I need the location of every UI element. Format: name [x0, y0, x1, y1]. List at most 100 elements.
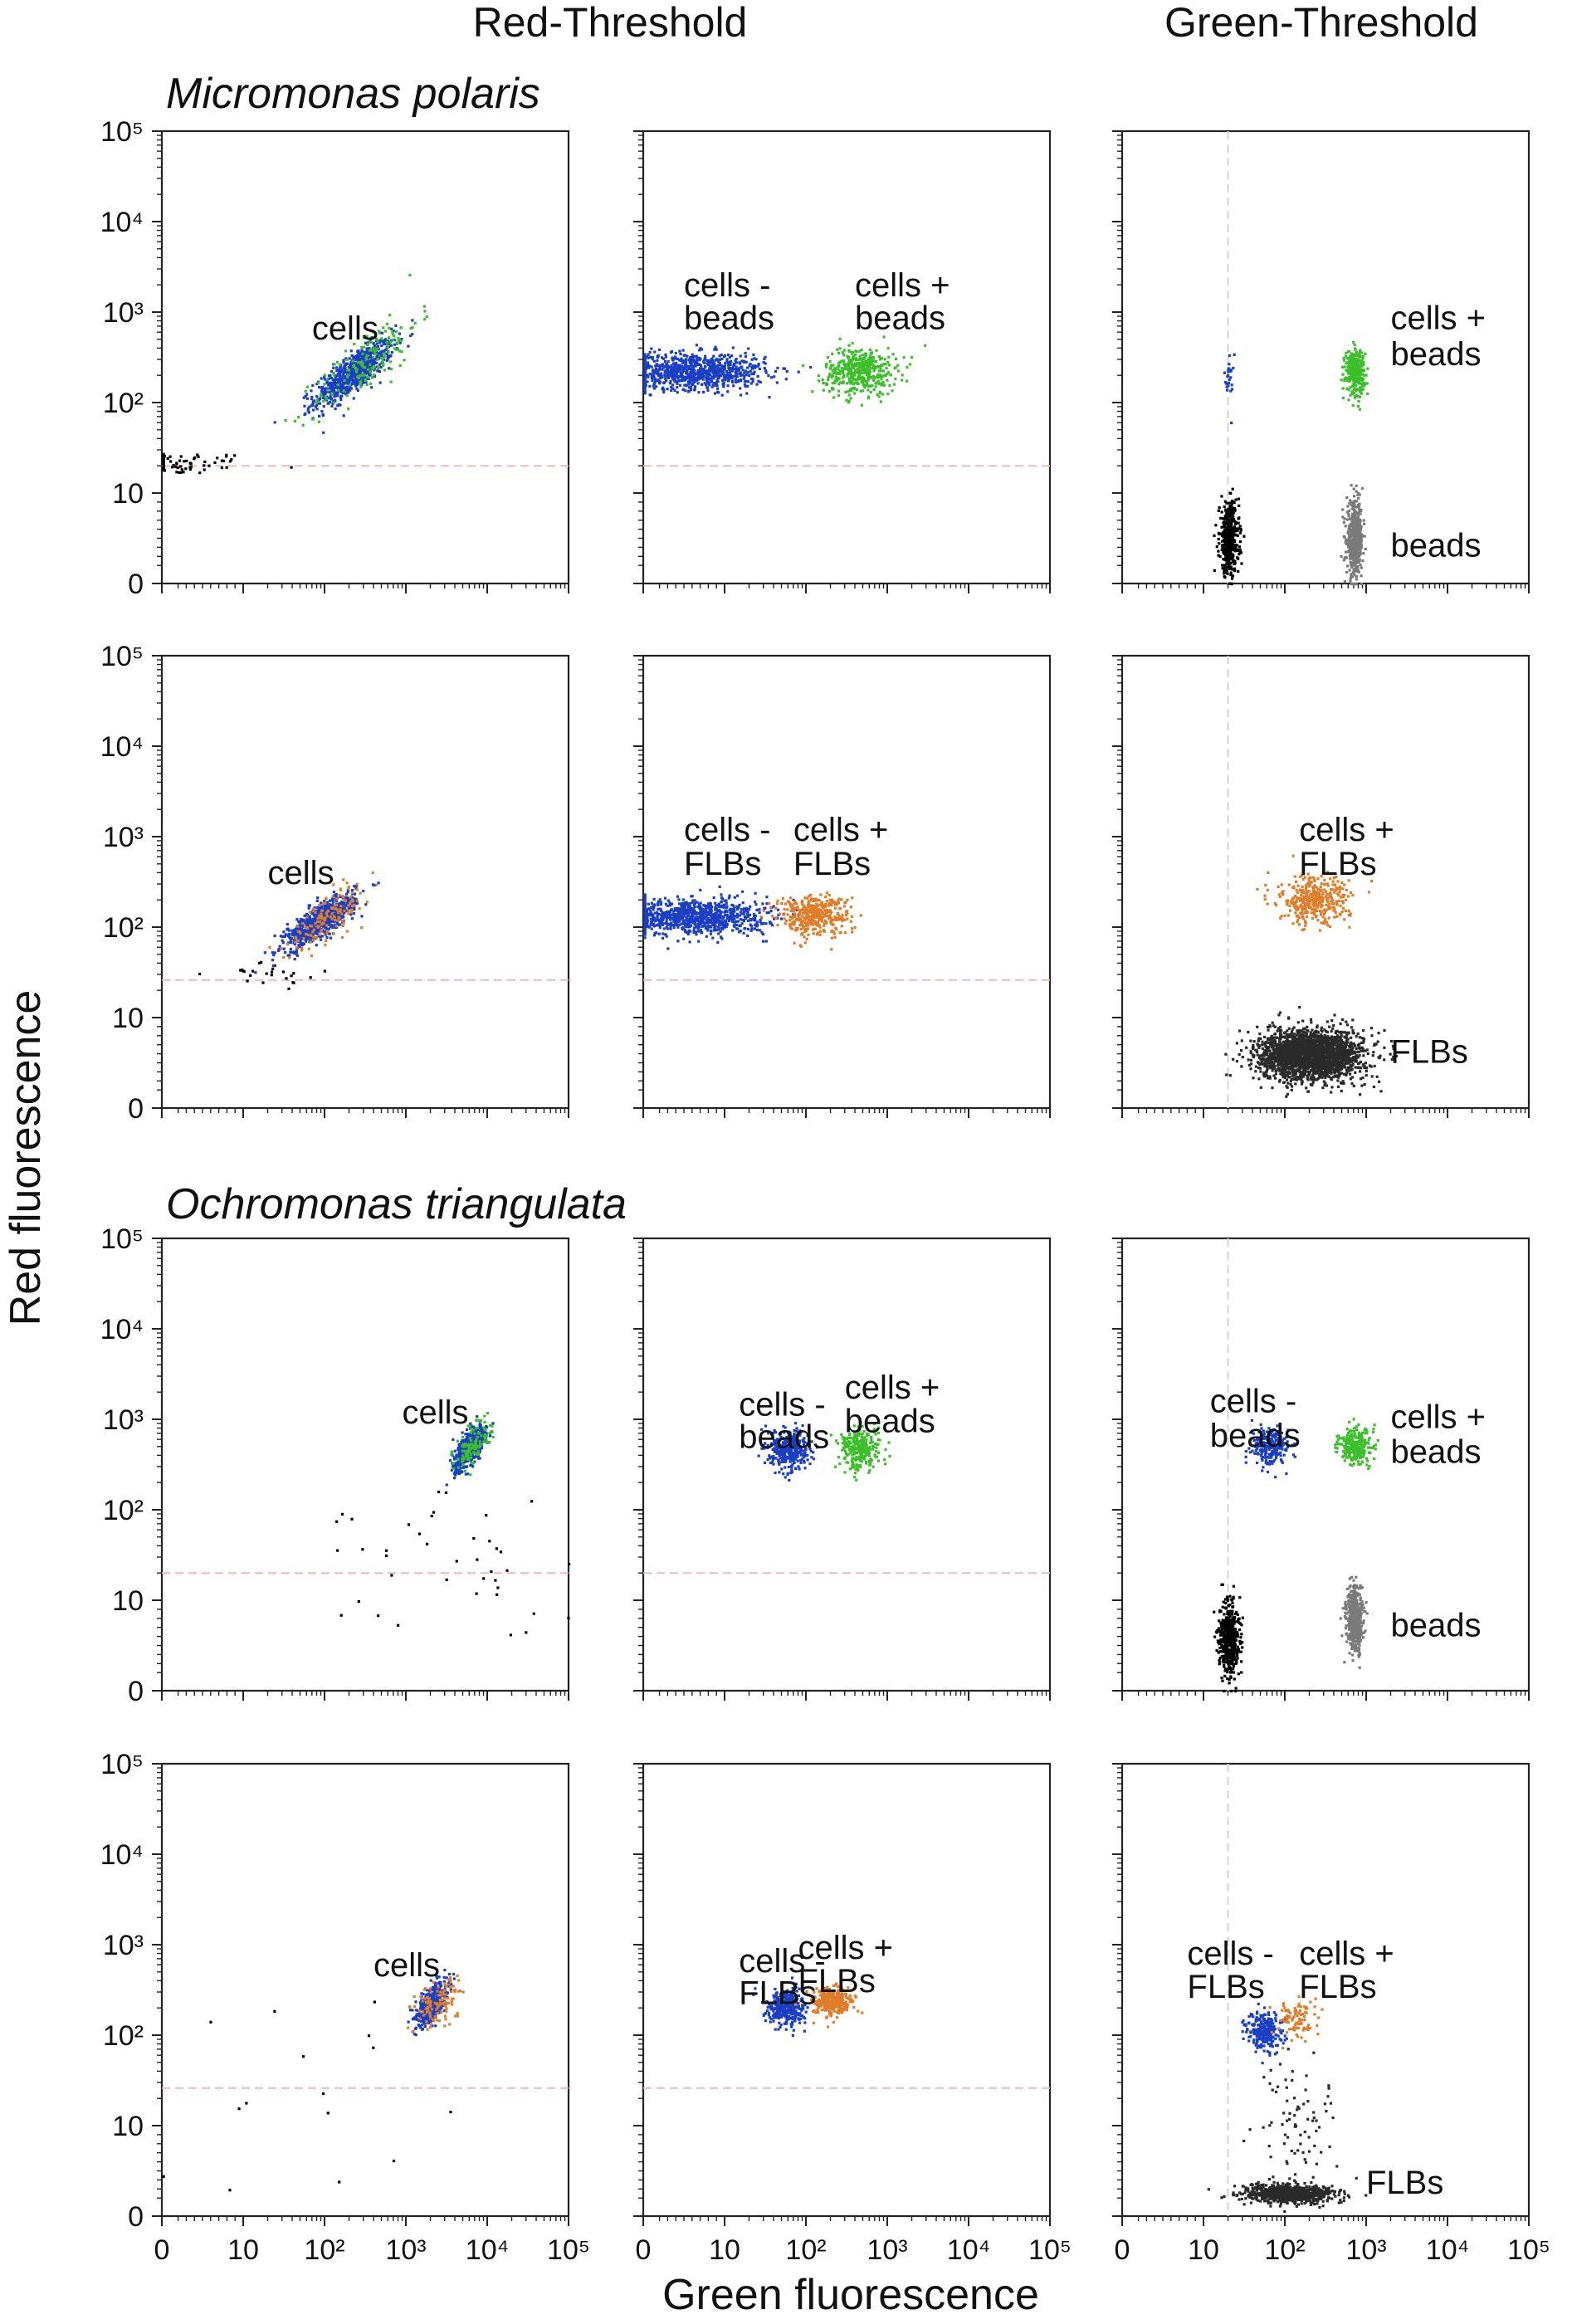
event-dot: [681, 369, 685, 372]
event-dot: [689, 356, 692, 359]
event-dot: [350, 917, 354, 920]
event-dot: [664, 353, 667, 356]
event-dot: [697, 375, 701, 378]
event-dot: [690, 364, 693, 367]
event-dot: [837, 368, 840, 371]
event-dot: [728, 371, 731, 374]
event-dot: [1357, 496, 1360, 500]
event-dot: [369, 340, 373, 344]
event-dot: [666, 360, 670, 364]
event-dot: [669, 379, 672, 383]
event-dot: [1226, 388, 1229, 392]
event-dot: [712, 369, 715, 372]
event-dot: [1358, 554, 1361, 557]
event-dot: [1355, 394, 1358, 398]
event-dot: [273, 421, 276, 424]
event-dot: [764, 355, 767, 359]
event-dot: [1228, 501, 1231, 505]
event-dot: [310, 404, 314, 408]
event-dot: [1225, 512, 1228, 515]
event-dot: [836, 348, 839, 351]
event-dot: [282, 930, 286, 934]
event-dot: [746, 366, 749, 369]
column-header-green-threshold: Green-Threshold: [1164, 0, 1478, 46]
event-dot: [1226, 544, 1229, 547]
event-dot: [848, 379, 852, 383]
event-dot: [664, 377, 667, 380]
event-dot: [643, 361, 647, 364]
event-dot: [1229, 369, 1233, 373]
event-dot: [862, 380, 865, 384]
event-dot: [861, 376, 864, 379]
event-dot: [882, 335, 886, 339]
event-dot: [677, 898, 681, 901]
event-dot: [661, 374, 664, 378]
event-dot: [877, 382, 881, 385]
event-dot: [773, 375, 776, 378]
event-dot: [673, 369, 676, 372]
column-header-red-threshold: Red-Threshold: [473, 0, 748, 46]
event-dot: [843, 362, 847, 365]
event-dot: [730, 369, 734, 373]
event-dot: [372, 356, 375, 359]
event-dot: [872, 374, 876, 378]
event-dot: [393, 334, 396, 338]
event-dot: [867, 388, 870, 392]
event-dot: [867, 357, 871, 360]
event-dot: [1228, 543, 1231, 546]
event-dot: [303, 404, 306, 408]
event-dot: [717, 367, 720, 370]
event-dot: [336, 404, 339, 408]
event-dot: [362, 345, 365, 349]
event-dot: [1228, 530, 1231, 533]
event-dot: [743, 371, 746, 374]
event-dot: [178, 459, 182, 462]
event-dot: [658, 364, 662, 368]
event-dot: [1354, 554, 1357, 557]
event-dot: [863, 364, 867, 367]
event-dot: [362, 336, 365, 339]
event-dot: [389, 340, 393, 344]
event-dot: [667, 371, 671, 375]
event-dot: [888, 383, 891, 387]
event-dot: [339, 905, 343, 908]
event-dot: [365, 358, 369, 361]
event-dot: [228, 460, 232, 463]
event-dot: [1223, 530, 1227, 533]
event-dot: [375, 365, 378, 369]
event-dot: [849, 358, 852, 362]
event-dot: [339, 395, 343, 399]
event-dot: [850, 359, 853, 363]
event-dot: [710, 357, 714, 360]
event-dot: [377, 352, 381, 355]
event-dot: [1228, 509, 1232, 512]
event-dot: [241, 968, 244, 972]
event-dot: [385, 322, 389, 325]
event-dot: [303, 914, 306, 917]
event-dot: [1239, 529, 1242, 532]
event-dot: [284, 418, 287, 422]
event-dot: [842, 349, 847, 352]
event-dot: [304, 389, 307, 393]
event-dot: [690, 388, 693, 391]
event-dot: [1238, 545, 1242, 549]
event-dot: [831, 388, 834, 391]
event-dot: [833, 378, 837, 382]
event-dot: [658, 374, 662, 377]
event-dot: [865, 367, 868, 370]
event-dot: [866, 364, 869, 369]
event-dot: [292, 972, 295, 975]
event-dot: [317, 420, 320, 423]
event-dot: [329, 400, 332, 403]
event-dot: [846, 382, 849, 385]
event-dot: [720, 378, 725, 382]
event-dot: [842, 371, 845, 374]
event-dot: [1228, 378, 1231, 382]
event-dot: [710, 377, 713, 380]
event-dot: [1238, 553, 1241, 556]
event-dot: [1217, 549, 1220, 553]
event-dot: [859, 364, 862, 368]
event-dot: [367, 356, 370, 359]
event-dot: [189, 462, 193, 466]
event-dot: [305, 385, 309, 388]
